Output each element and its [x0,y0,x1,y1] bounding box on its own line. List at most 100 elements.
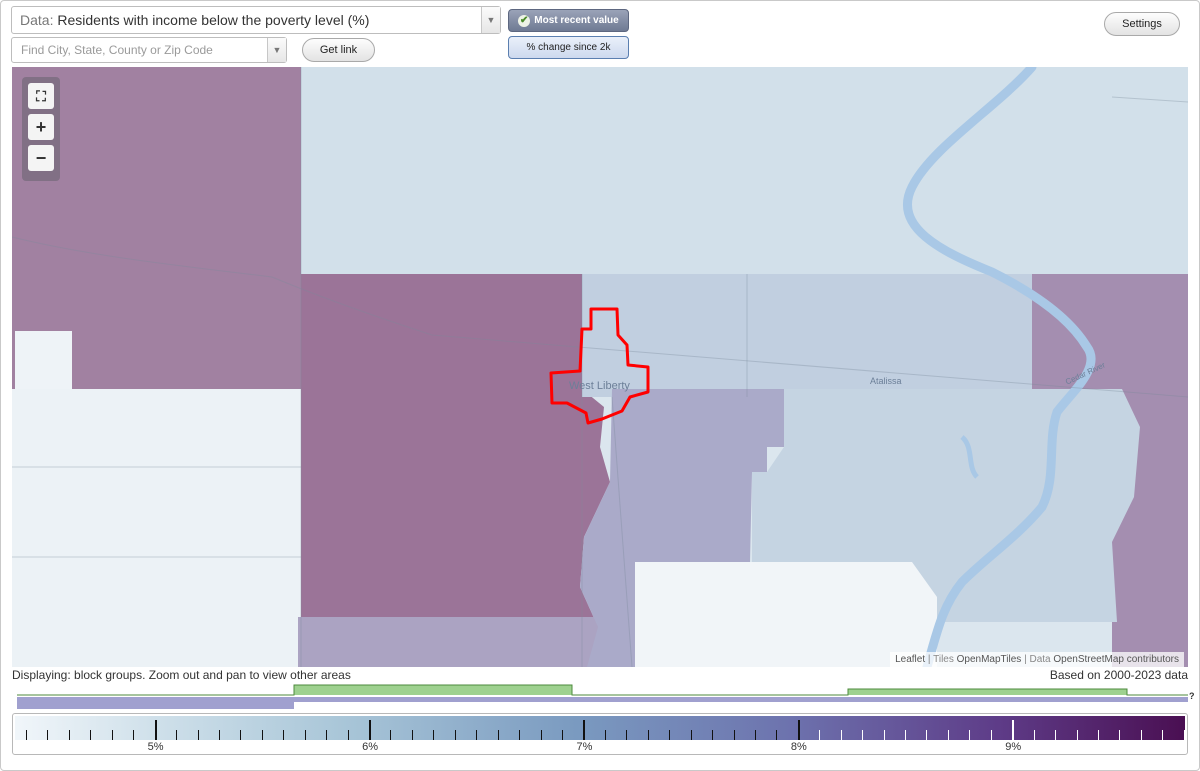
legend-major-tick [797,720,800,740]
legend-minor-tick [712,730,714,740]
legend-minor-tick [969,730,971,740]
map-label-atalissa: Atalissa [870,376,902,386]
openmaptiles-link[interactable]: OpenMapTiles [956,654,1022,665]
legend-minor-tick [68,730,70,740]
zoom-in-button[interactable]: + [28,114,54,140]
legend-minor-tick [562,730,563,740]
legend-minor-tick [90,730,92,740]
legend-minor-tick [433,730,435,740]
legend-minor-tick [604,730,606,740]
histogram-unknown-mark: ? [1189,691,1195,701]
legend-label: 8% [790,741,807,753]
block-group-north[interactable] [301,67,1188,274]
osm-link[interactable]: OpenStreetMap contributors [1053,654,1179,665]
search-input[interactable] [12,38,280,62]
map-attribution: Leaflet | Tiles OpenMapTiles | Data Open… [890,652,1184,667]
legend-minor-tick [283,730,285,740]
legend-minor-tick [926,730,928,740]
legend-minor-tick [26,730,27,740]
legend-minor-tick [883,730,885,740]
most-recent-value-toggle[interactable]: ✔ Most recent value [508,9,629,32]
legend-major-tick [583,720,586,740]
legend-major-tick [1012,720,1015,740]
data-select-value: Residents with income below the poverty … [57,12,370,28]
settings-button[interactable]: Settings [1104,12,1180,36]
legend-minor-tick [47,730,49,740]
legend-minor-tick [1183,730,1185,740]
legend-minor-tick [476,730,478,740]
legend-minor-tick [1055,730,1057,740]
block-group-south-central[interactable] [580,389,784,667]
legend-minor-tick [133,730,135,740]
based-on-note: Based on 2000-2023 data [1049,668,1188,682]
legend-minor-tick [197,730,199,740]
legend-major-tick [369,720,372,740]
get-link-button[interactable]: Get link [302,38,375,62]
block-group-west-liberty-west[interactable] [301,274,610,667]
percent-change-toggle[interactable]: % change since 2k [508,36,629,59]
legend-minor-tick [669,730,671,740]
location-search[interactable]: ▼ [11,37,287,63]
block-group-east[interactable] [1032,274,1188,667]
legend-minor-tick [1140,730,1142,740]
displaying-note: Displaying: block groups. Zoom out and p… [12,668,351,682]
legend-minor-tick [411,730,413,740]
legend-label: 9% [1005,741,1022,753]
legend-minor-tick [990,730,992,740]
legend-minor-tick [390,730,392,740]
selected-area-outline[interactable] [549,307,650,425]
legend-minor-tick [111,730,113,740]
legend-minor-tick [240,730,242,740]
legend-minor-tick [1119,730,1121,740]
legend-minor-tick [540,730,542,740]
legend-minor-tick [819,730,821,740]
legend-minor-tick [454,730,456,740]
map-canvas [12,67,1188,667]
legend-minor-tick [947,730,949,740]
legend-minor-tick [690,730,692,740]
legend-minor-tick [497,730,499,740]
chevron-down-icon[interactable]: ▼ [481,7,500,33]
check-icon: ✔ [518,14,531,27]
block-group-atalissa[interactable] [582,274,1032,397]
block-group-sw[interactable] [12,389,301,667]
legend-label: 5% [147,741,164,753]
legend-minor-tick [347,730,349,740]
data-select[interactable]: Data: Residents with income below the po… [11,6,501,34]
map-view[interactable]: West Liberty Atalissa Cedar River ⛶ + − … [12,67,1188,667]
zoom-out-button[interactable]: − [28,145,54,171]
legend-label: 7% [576,741,593,753]
legend: 5% 6% 7% 8% 9% [12,713,1188,755]
legend-major-tick [154,720,157,740]
data-select-prefix: Data: [20,12,54,28]
legend-minor-tick [733,730,735,740]
chevron-down-icon[interactable]: ▼ [267,38,286,62]
legend-minor-tick [176,730,178,740]
legend-minor-tick [1076,730,1078,740]
legend-minor-tick [1098,730,1099,740]
legend-label: 6% [362,741,378,753]
most-recent-value-label: Most recent value [534,15,619,26]
legend-minor-tick [519,730,521,740]
legend-minor-tick [862,730,864,740]
legend-minor-tick [1162,730,1164,740]
legend-color-ramp [15,716,1185,740]
legend-minor-tick [326,730,328,740]
legend-minor-tick [905,730,907,740]
legend-minor-tick [218,730,220,740]
leaflet-link[interactable]: Leaflet [895,654,926,665]
distribution-histogram: ? [17,684,1195,709]
legend-minor-tick [1033,730,1035,740]
fit-bounds-icon[interactable]: ⛶ [28,83,54,109]
block-group-southeast[interactable] [752,389,1140,622]
legend-minor-tick [776,730,778,740]
legend-minor-tick [261,730,263,740]
legend-minor-tick [626,730,628,740]
map-label-west-liberty: West Liberty [569,380,630,392]
block-group-nw[interactable] [12,67,301,389]
cedar-river [903,67,1096,667]
zoom-control: ⛶ + − [22,77,60,181]
legend-minor-tick [304,730,306,740]
legend-minor-tick [647,730,649,740]
legend-minor-tick [840,730,842,740]
